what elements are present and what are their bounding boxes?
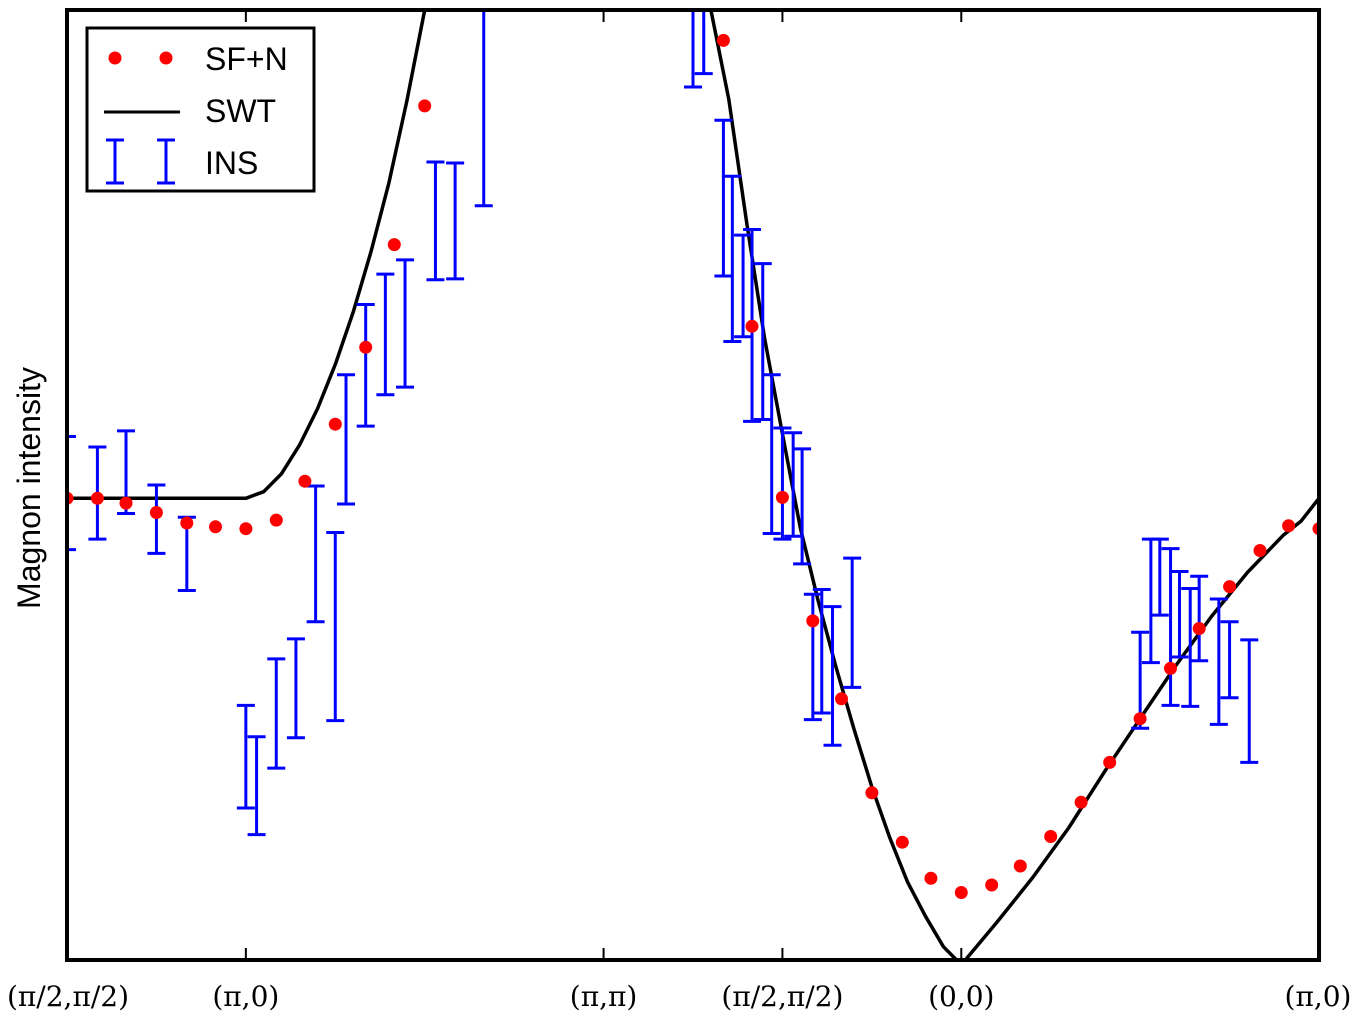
sf-n-point <box>1103 755 1117 769</box>
ins-error-bar <box>753 262 772 421</box>
sf-n-point <box>1192 622 1206 635</box>
ins-error-bar <box>446 161 465 281</box>
ins-error-bar <box>1240 638 1259 764</box>
x-tick-label: (π/2,π/2) <box>7 980 129 1013</box>
sf-n-point <box>865 786 879 800</box>
ins-error-bar <box>267 657 286 770</box>
sf-n-point <box>359 340 373 354</box>
ins-error-bar <box>694 10 713 76</box>
ins-error-bar <box>337 373 356 506</box>
x-tick-label: (π,0) <box>1285 980 1352 1013</box>
x-tick-label: (0,0) <box>928 980 994 1013</box>
x-tick-label: (π/2,π/2) <box>721 980 843 1013</box>
legend-box <box>85 26 316 193</box>
ins-error-bar <box>426 160 445 282</box>
sf-n-point <box>328 417 342 431</box>
sf-n-point <box>806 614 820 628</box>
ins-error-bar <box>1170 569 1189 659</box>
sf-n-point <box>298 474 312 488</box>
x-tick-label: (π,0) <box>212 980 279 1013</box>
sf-n-point <box>924 871 938 885</box>
sf-n-point <box>1223 580 1237 594</box>
sf-n-point <box>119 496 133 510</box>
sf-n-point <box>1282 519 1296 533</box>
ins-error-bar <box>723 174 742 344</box>
sf-n-point <box>1044 830 1058 843</box>
ins-error-bar <box>803 592 822 722</box>
ins-error-bar <box>236 703 255 810</box>
sf-n-point <box>985 878 999 892</box>
ins-error-bar <box>1209 597 1228 726</box>
ins-error-bar <box>67 435 76 552</box>
swt-curve-segment <box>67 10 427 501</box>
sf-n-point <box>1013 859 1027 873</box>
ins-error-bar <box>474 10 493 208</box>
legend-label-sf-n: SF+N <box>205 41 288 77</box>
ins-error-bar <box>823 605 842 747</box>
plot-frame <box>65 8 1321 962</box>
ins-error-bar <box>714 118 733 278</box>
legend-sf-n-marker <box>159 51 173 65</box>
ins-error-bar <box>1220 620 1239 700</box>
ins-error-bar <box>396 258 415 389</box>
ins-error-bar <box>1141 537 1160 665</box>
sf-n-point <box>180 516 194 530</box>
ins-error-bar <box>286 637 305 740</box>
ins-error-bar <box>1181 587 1200 708</box>
legend: SF+N SWT INS <box>85 26 316 193</box>
sf-n-point <box>239 522 253 536</box>
x-tick-label: (π,π) <box>570 980 638 1013</box>
y-axis-label: Magnon intensity <box>11 367 47 609</box>
sf-n-point <box>209 520 222 534</box>
sf-n-point <box>1133 712 1147 726</box>
ins-error-bar <box>376 272 395 397</box>
sf-n-point <box>895 835 909 849</box>
sf-n-point <box>387 238 401 252</box>
sf-n-point <box>269 513 283 527</box>
legend-sf-n-marker <box>108 51 122 65</box>
sf-n-point <box>90 491 104 505</box>
ins-error-bar <box>1161 547 1180 707</box>
legend-label-swt: SWT <box>205 93 276 129</box>
ins-error-bar <box>306 484 325 624</box>
ins-error-bar <box>812 588 831 715</box>
sf-n-point <box>1253 544 1267 557</box>
ins-error-bar <box>793 447 812 566</box>
ins-error-bar <box>773 426 792 541</box>
ins-error-bar <box>843 556 862 689</box>
sf-n-series <box>67 33 1319 899</box>
sf-n-point <box>954 886 968 899</box>
sf-n-point <box>835 692 848 706</box>
sf-n-point <box>1164 661 1177 675</box>
sf-n-point <box>716 33 730 47</box>
ins-error-bar <box>356 303 375 428</box>
ins-error-bar <box>1190 574 1209 663</box>
ins-error-bar <box>326 531 345 723</box>
ins-error-bar <box>147 483 166 555</box>
x-axis: (π/2,π/2) (π,0) (π,π) (π/2,π/2) (0,0) (π,0) <box>7 10 1352 1013</box>
sf-n-point <box>149 506 163 519</box>
ins-error-bar <box>734 233 753 339</box>
plot-area <box>67 10 1319 960</box>
ins-error-bar <box>247 735 266 837</box>
sf-n-point <box>418 99 432 113</box>
ins-error-bar <box>762 373 781 535</box>
legend-label-ins: INS <box>205 145 258 181</box>
sf-n-point <box>1074 795 1088 809</box>
ins-error-bar <box>1150 537 1169 617</box>
legend-ins-marker <box>106 138 175 185</box>
sf-n-point <box>745 319 759 333</box>
ins-error-bar <box>684 10 702 89</box>
sf-n-point <box>775 490 789 504</box>
